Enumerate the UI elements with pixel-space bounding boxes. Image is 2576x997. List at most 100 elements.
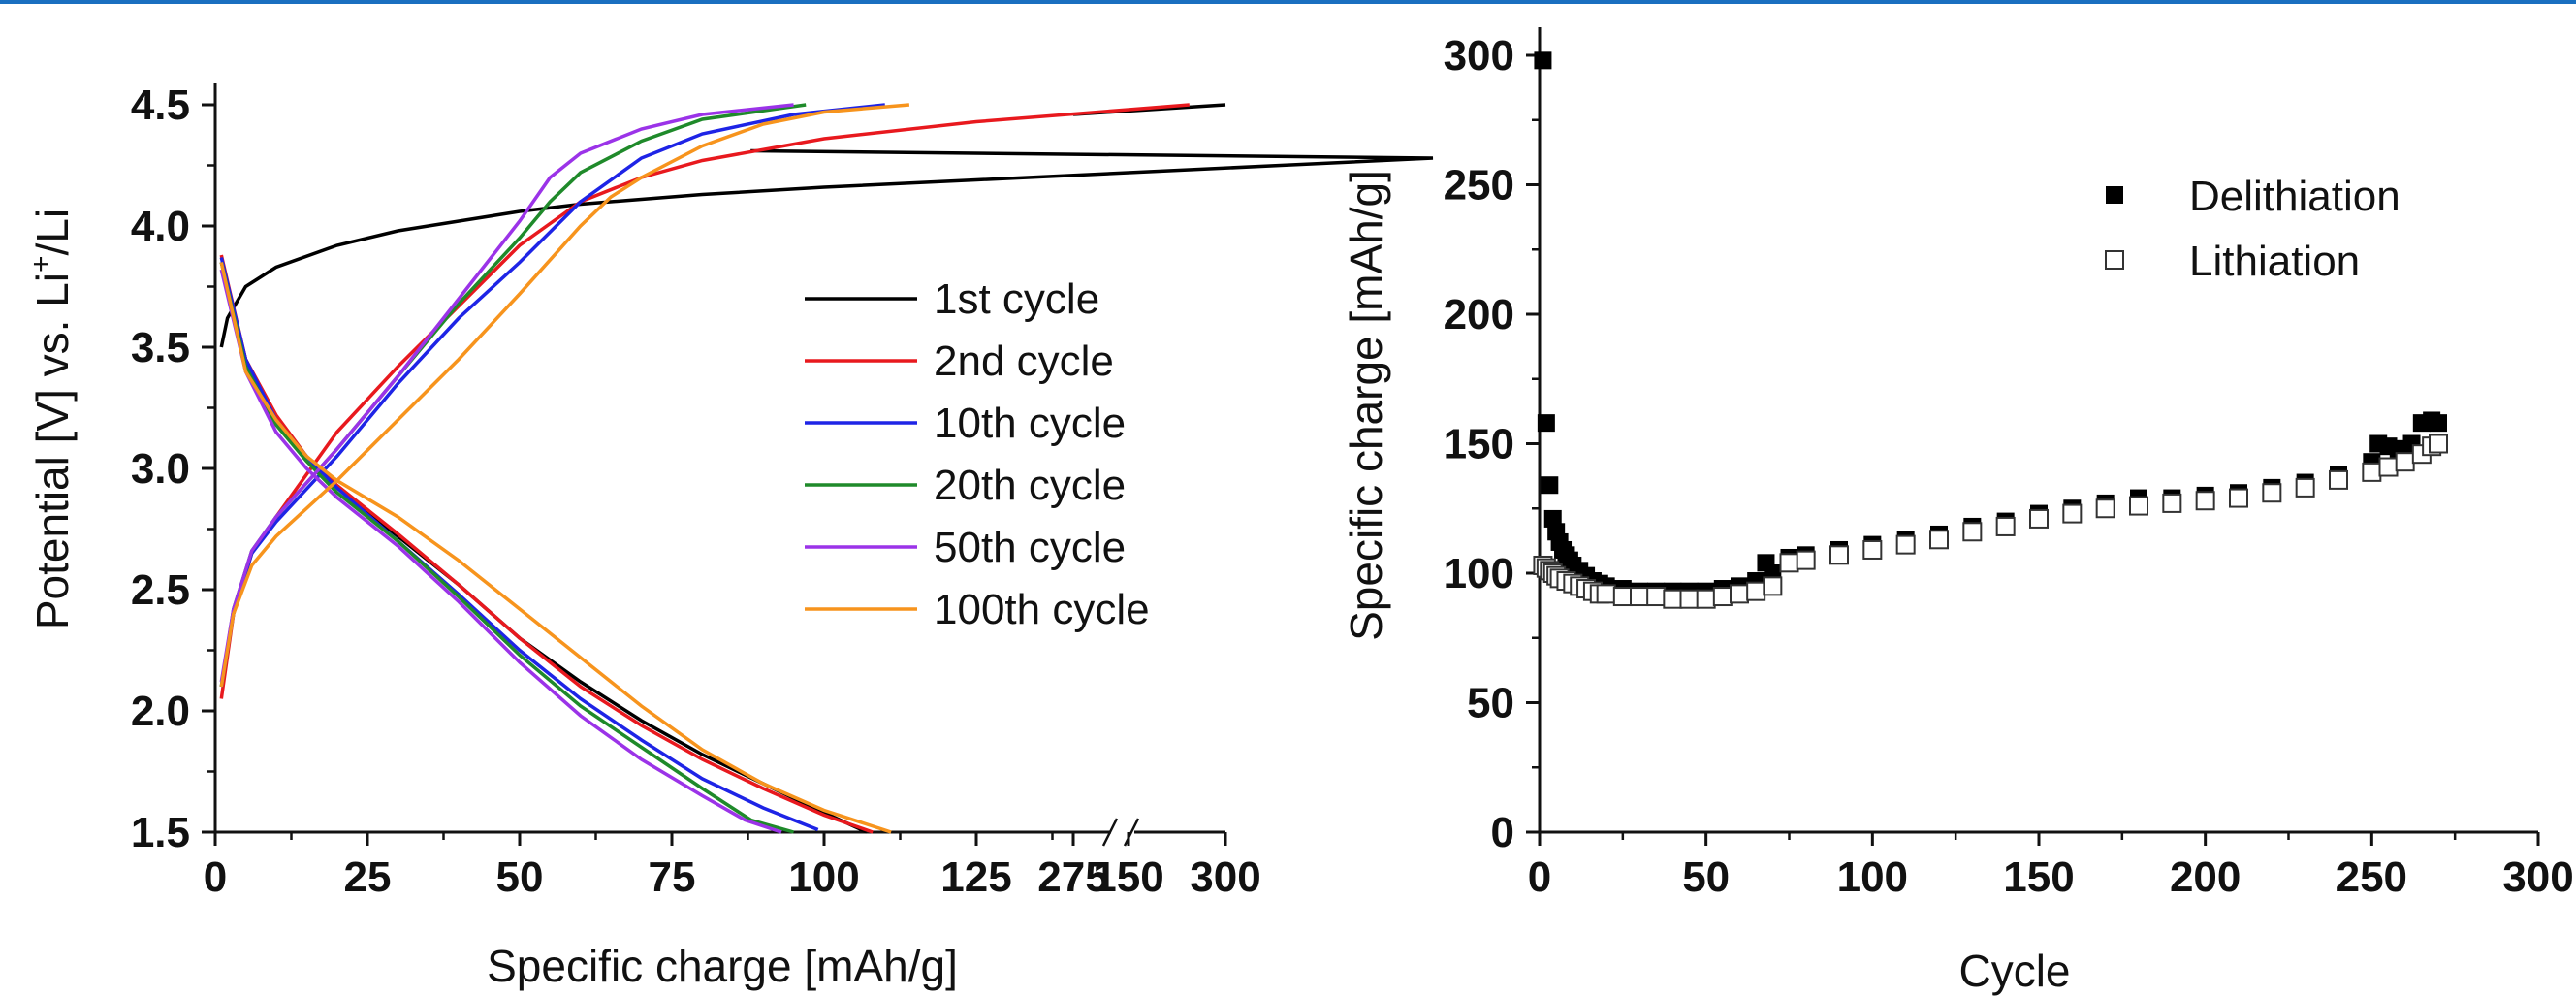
y-tick-label: 100 [1444, 550, 1514, 597]
x-tick-label: 300 [2502, 853, 2573, 901]
marker-lithiation [1895, 534, 1916, 555]
marker-lithiation [2029, 508, 2049, 529]
y-axis-title-part: Potential [V] vs. Li [27, 273, 78, 629]
x-tick-label: 50 [496, 853, 544, 901]
marker-lithiation [1646, 587, 1667, 607]
marker-lithiation [1962, 522, 1983, 542]
legend-label: 20th cycle [934, 462, 1126, 509]
marker-lithiation [1612, 587, 1633, 607]
x-tick-label: 125 [940, 853, 1011, 901]
x-tick-label: 100 [1837, 853, 1908, 901]
marker-lithiation [1596, 584, 1616, 604]
curve-discharge [219, 262, 892, 834]
chart-potential-profiles: 1.5 2.0 2.5 3.0 3.5 4.0 4.5 0 25 50 75 100 125 150275… [25, 81, 1434, 991]
y-tick-label: 150 [1444, 421, 1514, 468]
y-axis-title: Specific charge [mAh/g] [1341, 170, 1391, 641]
x-tick-label: 0 [1528, 853, 1551, 901]
marker-lithiation [1862, 539, 1883, 560]
marker-lithiation [1779, 553, 1799, 573]
y-tick-label: 1.5 [131, 809, 190, 856]
x-tick-label: 150 [2003, 853, 2074, 901]
marker-delithiation [1537, 414, 1555, 433]
x-axis-title: Cycle [1958, 946, 2070, 996]
marker-lithiation [1796, 550, 1816, 570]
curve-charge [219, 148, 1434, 348]
y-tick-label: 4.5 [131, 81, 190, 129]
axis-break-mark [1123, 818, 1140, 847]
legend-label: Lithiation [2189, 238, 2360, 285]
curve-charge [219, 103, 794, 683]
x-tick-label: 300 [1190, 853, 1260, 901]
x-axis-title: Specific charge [mAh/g] [487, 941, 958, 991]
marker-delithiation [1534, 51, 1552, 70]
marker-lithiation [1829, 545, 1849, 565]
marker-delithiation [1541, 476, 1559, 495]
marker-lithiation [2395, 452, 2415, 472]
marker-lithiation [2195, 491, 2215, 511]
marker-lithiation [2262, 483, 2282, 503]
curve-discharge [219, 262, 868, 834]
marker-lithiation [1995, 516, 2016, 536]
marker-lithiation [1663, 589, 1683, 609]
curve-discharge [219, 257, 819, 832]
y-tick-label: 3.0 [131, 445, 190, 493]
y-tick-label: 2.5 [131, 566, 190, 614]
x-tick-label: 250 [2337, 853, 2407, 901]
marker-lithiation [1730, 584, 1749, 604]
x-tick-label: 275 [1037, 853, 1108, 901]
legend-label: Delithiation [2189, 173, 2401, 220]
marker-lithiation [2429, 434, 2448, 454]
curve-charge [219, 103, 885, 688]
legend-label: 50th cycle [934, 524, 1126, 571]
marker-lithiation [1630, 587, 1649, 607]
y-axis-title-superscript: + [25, 255, 57, 273]
x-tick-label: 0 [204, 853, 227, 901]
marker-lithiation [1679, 589, 1700, 609]
legend-marker-open [2105, 250, 2124, 270]
y-tick-label: 250 [1444, 162, 1514, 209]
x-tick-label: 75 [649, 853, 696, 901]
marker-lithiation [2378, 457, 2399, 477]
axis-break-mark [1101, 818, 1119, 847]
y-axis-title-part: /Li [27, 209, 78, 256]
curve-discharge [219, 262, 795, 834]
marker-lithiation [2229, 488, 2248, 508]
legend-label: 2nd cycle [934, 338, 1114, 385]
marker-lithiation [2162, 493, 2182, 513]
x-tick-label: 50 [1682, 853, 1730, 901]
marker-lithiation [2062, 503, 2083, 524]
marker-lithiation [1929, 530, 1949, 550]
marker-lithiation [1712, 587, 1733, 607]
legend-label: 100th cycle [934, 586, 1150, 633]
y-tick-label: 0 [1491, 809, 1514, 856]
top-accent-bar [0, 0, 2576, 4]
legend-label: 10th cycle [934, 400, 1126, 447]
marker-lithiation [2129, 496, 2148, 516]
x-tick-label: 150 [1093, 853, 1163, 901]
y-axis-title: Potential [V] vs. Li+/Li [25, 209, 78, 629]
legend-label: 1st cycle [934, 275, 1099, 323]
x-tick-label: 100 [788, 853, 859, 901]
marker-lithiation [2095, 498, 2115, 519]
y-tick-label: 200 [1444, 291, 1514, 338]
y-tick-label: 50 [1467, 680, 1514, 727]
marker-delithiation [2430, 414, 2447, 433]
curve-discharge [219, 254, 874, 834]
y-tick-label: 4.0 [131, 203, 190, 250]
x-tick-label: 25 [344, 853, 392, 901]
y-tick-label: 2.0 [131, 688, 190, 735]
marker-lithiation [1696, 589, 1716, 609]
curve-discharge [219, 269, 782, 834]
y-tick-label: 3.5 [131, 324, 190, 371]
marker-lithiation [1763, 576, 1783, 596]
marker-lithiation [2329, 469, 2348, 490]
marker-lithiation [2295, 477, 2315, 498]
chart-cycling-stability: 0 50 100 150 200 250 300 0 50 100 150 200 250 300 Cycl… [1341, 27, 2574, 996]
curve-charge [219, 103, 910, 688]
x-tick-label: 200 [2170, 853, 2241, 901]
marker-lithiation [2362, 462, 2382, 482]
marker-lithiation [1746, 581, 1766, 601]
legend-marker-filled [2106, 186, 2123, 204]
y-tick-label: 300 [1444, 32, 1514, 80]
